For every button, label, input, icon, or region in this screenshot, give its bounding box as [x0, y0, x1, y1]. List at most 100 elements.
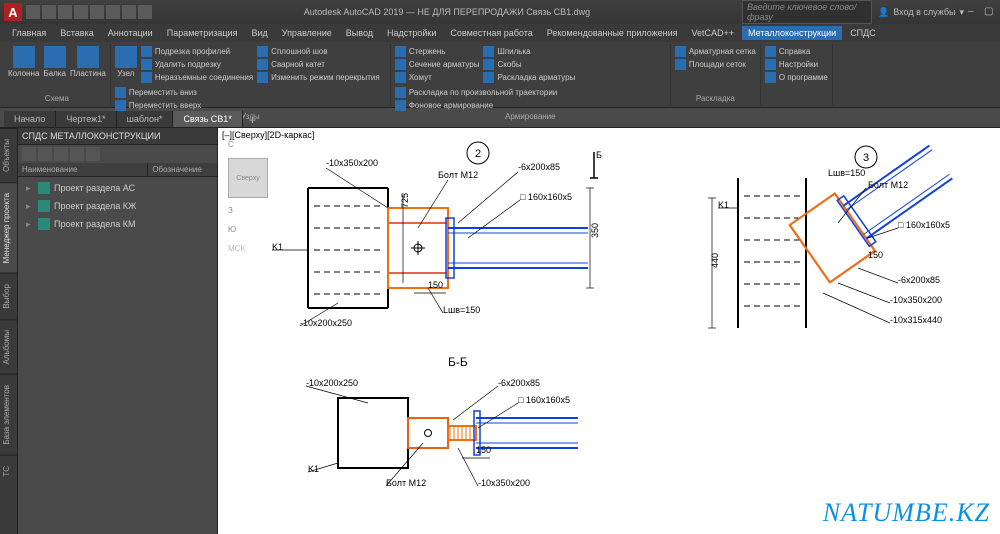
document-tab[interactable]: шаблон* [117, 111, 174, 127]
qat-icon[interactable] [74, 5, 88, 19]
ribbon-tabs: ГлавнаяВставкаАннотацииПараметризацияВид… [0, 24, 1000, 42]
ribbon-icon [395, 46, 406, 57]
qat-icon[interactable] [42, 5, 56, 19]
qat-icon[interactable] [90, 5, 104, 19]
app-logo[interactable]: A [4, 3, 22, 21]
ribbon-group-nodes: Узел Подрезка профилей Удалить подрезку Нер… [111, 44, 391, 105]
ribbon-button[interactable]: Пластина [70, 46, 106, 78]
palette-tab[interactable]: TC [0, 455, 17, 487]
svg-text:Болт М12: Болт М12 [868, 180, 908, 190]
ribbon-button[interactable]: Раскладка по произвольной траектории [395, 87, 557, 98]
toolbar-icon[interactable] [38, 147, 52, 161]
ribbon-button[interactable]: Арматурная сетка [675, 46, 756, 57]
ribbon-button[interactable]: Изменить режим перекрытия [257, 72, 380, 83]
expand-icon[interactable]: ▸ [26, 183, 34, 194]
minimize-icon[interactable]: – [968, 6, 980, 18]
menu-tab[interactable]: Аннотации [102, 26, 159, 40]
qat-icon[interactable] [106, 5, 120, 19]
menu-tab[interactable]: Вставка [54, 26, 99, 40]
menu-tab[interactable]: Главная [6, 26, 52, 40]
expand-icon[interactable]: ▸ [26, 219, 34, 230]
menu-tab[interactable]: VetCAD++ [686, 26, 741, 40]
tree-row[interactable]: ▸Проект раздела КМ [18, 215, 217, 233]
palette-tab[interactable]: Выбор [0, 273, 17, 319]
ribbon-button[interactable]: Площади сеток [675, 59, 756, 70]
ribbon-button[interactable]: Сечение арматуры [395, 59, 480, 70]
palette-tab[interactable]: База элементов [0, 374, 17, 455]
svg-text:-6x200x85: -6x200x85 [518, 162, 560, 172]
qat-icon[interactable] [138, 5, 152, 19]
ribbon-button[interactable]: Переместить вниз [115, 87, 201, 98]
ribbon-button[interactable]: Удалить подрезку [141, 59, 253, 70]
menu-tab[interactable]: Рекомендованные приложения [541, 26, 684, 40]
svg-text:-10x350x200: -10x350x200 [326, 158, 378, 168]
ribbon-button[interactable]: Неразъемные соединения [141, 72, 253, 83]
svg-text:Б-Б: Б-Б [448, 355, 468, 369]
help-search[interactable]: Введите ключевое слово/фразу [742, 0, 872, 24]
ribbon-group-help: Справка Настройки О программе [761, 44, 833, 105]
ribbon-button[interactable]: Справка [765, 46, 828, 57]
menu-tab[interactable]: Надстройки [381, 26, 442, 40]
menu-tab[interactable]: Совместная работа [444, 26, 538, 40]
ribbon-button[interactable]: Узел [115, 46, 137, 78]
ribbon-button[interactable]: Шпилька [483, 46, 575, 57]
ribbon-icon [395, 100, 406, 111]
menu-tab[interactable]: Параметризация [161, 26, 244, 40]
user-signin[interactable]: 👤 Вход в службы ▾ [878, 7, 964, 18]
ribbon-button[interactable]: Переместить вверх [115, 100, 201, 111]
qat-icon[interactable] [122, 5, 136, 19]
qat-icon[interactable] [58, 5, 72, 19]
svg-text:150: 150 [476, 445, 491, 455]
ribbon-icon [483, 72, 494, 83]
menu-tab[interactable]: Вид [245, 26, 273, 40]
ribbon-icon [115, 100, 126, 111]
ribbon-button[interactable]: Раскладка арматуры [483, 72, 575, 83]
document-tab[interactable]: Чертеж1* [56, 111, 116, 127]
toolbar-icon[interactable] [70, 147, 84, 161]
ribbon-button[interactable]: Колонна [8, 46, 39, 78]
tree-row[interactable]: ▸Проект раздела КЖ [18, 197, 217, 215]
palette-tab[interactable]: Менеджер проекта [0, 182, 17, 273]
svg-text:150: 150 [868, 250, 883, 260]
ribbon-button[interactable]: Хомут [395, 72, 480, 83]
ribbon-group-label: Раскладка [675, 93, 756, 103]
menu-tab[interactable]: СПДС [844, 26, 882, 40]
tree-row[interactable]: ▸Проект раздела АС [18, 179, 217, 197]
qat-icon[interactable] [26, 5, 40, 19]
ribbon-icon [395, 87, 406, 98]
new-tab-button[interactable]: + [243, 113, 262, 127]
expand-icon[interactable]: ▸ [26, 201, 34, 212]
user-icon: 👤 [878, 7, 889, 18]
quick-access-toolbar [26, 5, 152, 19]
svg-text:-6x200x85: -6x200x85 [498, 378, 540, 388]
chevron-down-icon: ▾ [959, 7, 964, 18]
document-tab[interactable]: Связь СВ1* [173, 111, 242, 127]
ribbon-button[interactable]: Стержень [395, 46, 480, 57]
menu-tab[interactable]: Металлоконструкции [742, 26, 842, 40]
ribbon-button[interactable]: Скобы [483, 59, 575, 70]
svg-text:Lшв=150: Lшв=150 [828, 168, 865, 178]
ribbon-group-reinforce: Стержень Сечение арматуры Хомут Шпилька Скоб… [391, 44, 671, 105]
ribbon-button[interactable]: Настройки [765, 59, 828, 70]
ribbon-button[interactable]: О программе [765, 72, 828, 83]
ribbon-button[interactable]: Сплошной шов [257, 46, 380, 57]
toolbar-icon[interactable] [86, 147, 100, 161]
drawing-canvas[interactable]: [–][Сверху][2D-каркас] С Сверху З Ю МСК … [218, 128, 1000, 534]
palette-tab[interactable]: Объекты [0, 128, 17, 182]
palette-tab[interactable]: Альбомы [0, 319, 17, 374]
svg-text:K1: K1 [718, 200, 729, 210]
maximize-icon[interactable]: ▢ [984, 6, 996, 18]
workarea: ОбъектыМенеджер проектаВыборАльбомыБаза … [0, 128, 1000, 534]
ribbon-button[interactable]: Подрезка профилей [141, 46, 253, 57]
menu-tab[interactable]: Управление [276, 26, 338, 40]
ribbon-icon [13, 46, 35, 68]
menu-tab[interactable]: Вывод [340, 26, 379, 40]
toolbar-icon[interactable] [54, 147, 68, 161]
ribbon-button[interactable]: Балка [43, 46, 66, 78]
toolbar-icon[interactable] [22, 147, 36, 161]
ribbon-button[interactable]: Фоновое армирование [395, 100, 557, 111]
ribbon-button[interactable]: Сварной катет [257, 59, 380, 70]
watermark: NATUMBE.KZ [823, 498, 990, 528]
titlebar: A Autodesk AutoCAD 2019 — НЕ ДЛЯ ПЕРЕПРО… [0, 0, 1000, 24]
document-tab[interactable]: Начало [4, 111, 56, 127]
